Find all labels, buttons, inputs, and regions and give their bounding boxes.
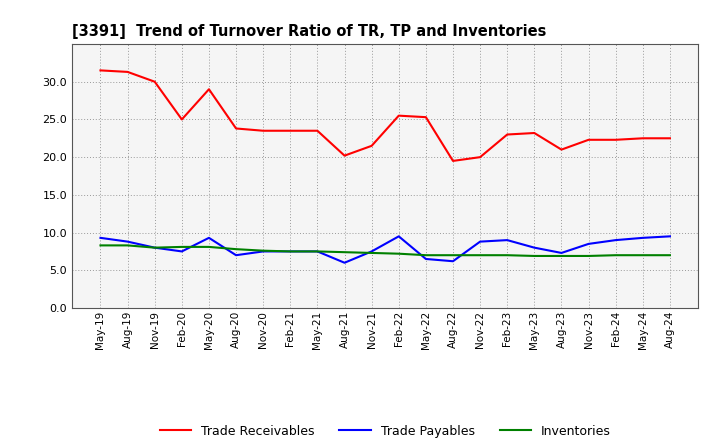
Trade Receivables bbox=[611, 137, 620, 143]
Inventories bbox=[150, 245, 159, 250]
Inventories bbox=[204, 244, 213, 249]
Trade Payables bbox=[232, 253, 240, 258]
Trade Payables bbox=[611, 238, 620, 243]
Trade Payables bbox=[313, 249, 322, 254]
Trade Receivables bbox=[557, 147, 566, 152]
Inventories bbox=[123, 243, 132, 248]
Trade Receivables bbox=[313, 128, 322, 133]
Trade Receivables bbox=[449, 158, 457, 164]
Trade Payables bbox=[204, 235, 213, 241]
Trade Payables bbox=[503, 238, 511, 243]
Line: Trade Payables: Trade Payables bbox=[101, 236, 670, 263]
Inventories bbox=[395, 251, 403, 257]
Trade Receivables bbox=[286, 128, 294, 133]
Inventories bbox=[286, 249, 294, 254]
Inventories bbox=[367, 250, 376, 256]
Inventories bbox=[557, 253, 566, 259]
Trade Receivables bbox=[204, 87, 213, 92]
Trade Payables bbox=[530, 245, 539, 250]
Inventories bbox=[232, 246, 240, 252]
Trade Payables bbox=[421, 257, 430, 262]
Trade Receivables bbox=[367, 143, 376, 148]
Text: [3391]  Trend of Turnover Ratio of TR, TP and Inventories: [3391] Trend of Turnover Ratio of TR, TP… bbox=[72, 24, 546, 39]
Inventories bbox=[584, 253, 593, 259]
Trade Payables bbox=[476, 239, 485, 244]
Line: Trade Receivables: Trade Receivables bbox=[101, 70, 670, 161]
Trade Payables bbox=[367, 249, 376, 254]
Inventories bbox=[476, 253, 485, 258]
Trade Receivables bbox=[421, 114, 430, 120]
Inventories bbox=[530, 253, 539, 259]
Trade Payables bbox=[286, 249, 294, 254]
Trade Receivables bbox=[665, 136, 674, 141]
Trade Receivables bbox=[503, 132, 511, 137]
Trade Payables bbox=[178, 249, 186, 254]
Trade Receivables bbox=[232, 126, 240, 131]
Trade Payables bbox=[123, 239, 132, 244]
Trade Payables bbox=[639, 235, 647, 241]
Trade Payables bbox=[449, 259, 457, 264]
Inventories bbox=[96, 243, 105, 248]
Trade Payables bbox=[584, 241, 593, 246]
Trade Receivables bbox=[476, 154, 485, 160]
Trade Receivables bbox=[96, 68, 105, 73]
Inventories bbox=[313, 249, 322, 254]
Inventories bbox=[611, 253, 620, 258]
Line: Inventories: Inventories bbox=[101, 246, 670, 256]
Legend: Trade Receivables, Trade Payables, Inventories: Trade Receivables, Trade Payables, Inven… bbox=[160, 425, 611, 438]
Trade Receivables bbox=[530, 130, 539, 136]
Inventories bbox=[503, 253, 511, 258]
Inventories bbox=[178, 244, 186, 249]
Trade Payables bbox=[665, 234, 674, 239]
Inventories bbox=[259, 248, 268, 253]
Trade Receivables bbox=[341, 153, 349, 158]
Trade Payables bbox=[259, 249, 268, 254]
Inventories bbox=[639, 253, 647, 258]
Inventories bbox=[449, 253, 457, 258]
Trade Receivables bbox=[259, 128, 268, 133]
Trade Payables bbox=[557, 250, 566, 256]
Inventories bbox=[341, 249, 349, 255]
Trade Receivables bbox=[178, 117, 186, 122]
Trade Payables bbox=[341, 260, 349, 265]
Trade Receivables bbox=[584, 137, 593, 143]
Inventories bbox=[421, 253, 430, 258]
Trade Receivables bbox=[639, 136, 647, 141]
Trade Payables bbox=[395, 234, 403, 239]
Inventories bbox=[665, 253, 674, 258]
Trade Payables bbox=[96, 235, 105, 241]
Trade Receivables bbox=[395, 113, 403, 118]
Trade Payables bbox=[150, 245, 159, 250]
Trade Receivables bbox=[150, 79, 159, 84]
Trade Receivables bbox=[123, 69, 132, 74]
